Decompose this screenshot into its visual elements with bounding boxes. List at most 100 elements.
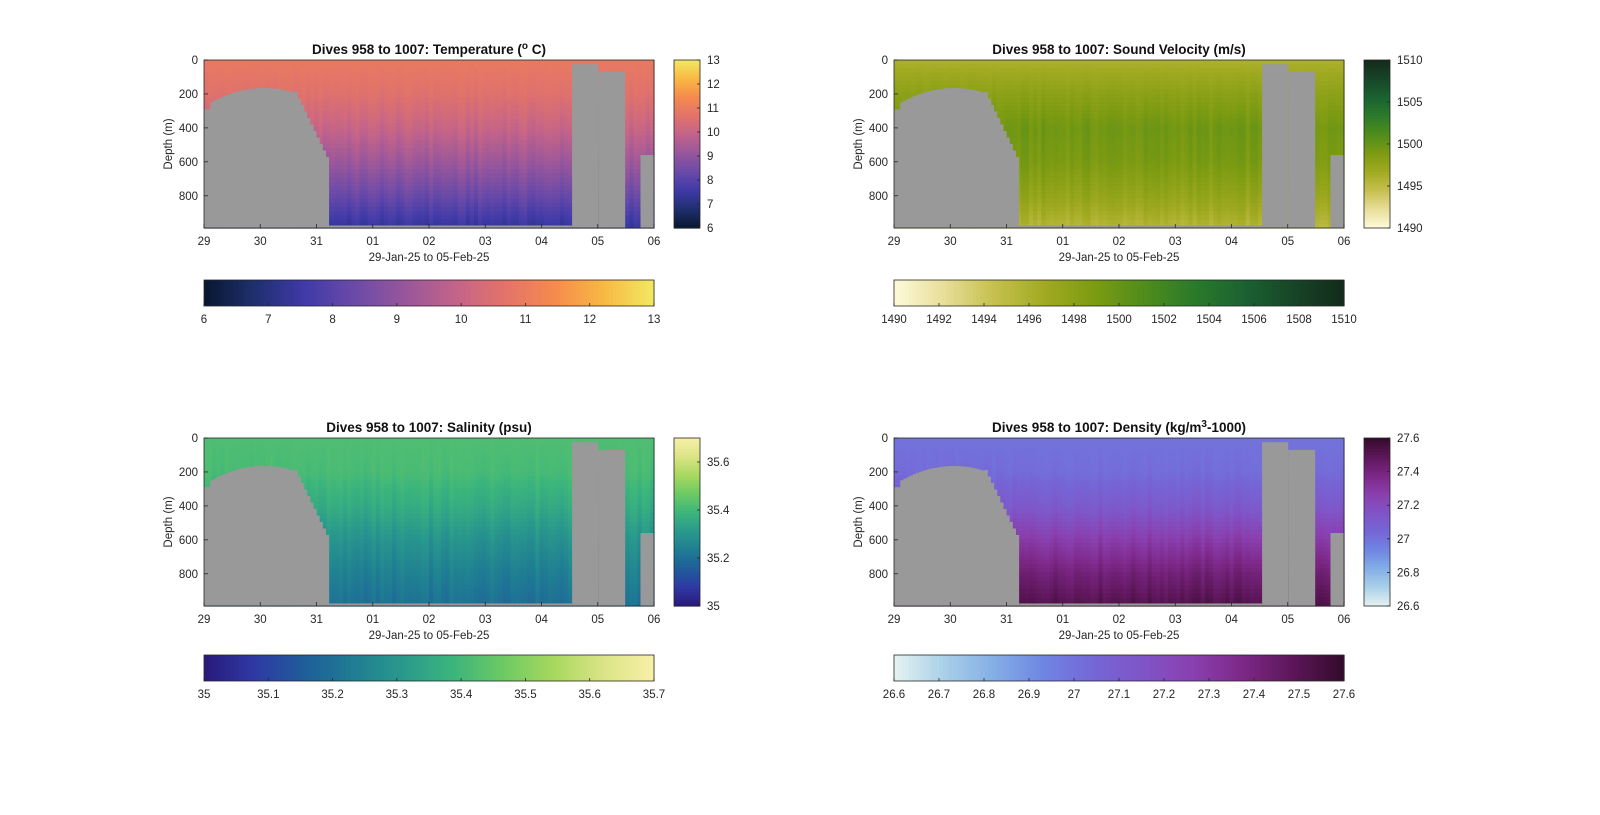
heatmap-cell [400,102,405,107]
heatmap-cell [482,127,487,132]
heatmap-cell [331,73,336,78]
heatmap-cell [454,131,459,136]
heatmap-cell [409,169,414,174]
heatmap-cell [914,89,919,94]
heatmap-cell [290,73,295,78]
heatmap-cell [429,64,434,69]
heatmap-cell [437,73,442,78]
heatmap-cell [425,215,430,220]
heatmap-cell [347,98,352,103]
heatmap-cell [548,173,553,178]
heatmap-cell [269,81,274,86]
colorbar-swatch [545,280,549,306]
heatmap-cell [331,85,336,90]
colorbar-swatch [602,280,606,306]
heatmap-cell [310,81,315,86]
heatmap-cell [634,194,639,199]
heatmap-cell [466,148,471,153]
y-axis-label: Depth (m) [163,118,175,169]
heatmap-cell [515,144,520,149]
heatmap-cell [556,81,561,86]
heatmap-cell [425,60,430,65]
heatmap-cell [339,194,344,199]
heatmap-cell [327,127,332,132]
heatmap-cell [458,64,463,69]
heatmap-cell [388,220,393,225]
heatmap-cell [556,199,561,204]
heatmap-cell [327,140,332,145]
heatmap-cell [327,73,332,78]
heatmap-cell [396,85,401,90]
heatmap-cell [208,85,213,90]
heatmap-cell [445,161,450,166]
colorbar-tick-label: 11 [519,314,531,326]
heatmap-cell [359,157,364,162]
heatmap-cell [466,123,471,128]
heatmap-cell [568,77,573,82]
heatmap-cell [515,152,520,157]
heatmap-cell [646,89,651,94]
heatmap-cell [445,203,450,208]
heatmap-cell [515,85,520,90]
heatmap-cell [229,85,234,90]
heatmap-cell [376,148,381,153]
heatmap-cell [568,110,573,115]
heatmap-cell [466,152,471,157]
heatmap-cell [437,98,442,103]
heatmap-cell [507,60,512,65]
heatmap-cell [564,64,569,69]
heatmap-cell [898,77,903,82]
heatmap-cell [499,85,504,90]
heatmap-cell [539,77,544,82]
heatmap-cell [474,140,479,145]
heatmap-cell [629,127,634,132]
heatmap-cell [359,64,364,69]
heatmap-cell [605,64,610,69]
heatmap-cell [310,119,315,124]
heatmap-cell [548,102,553,107]
heatmap-cell [552,119,557,124]
heatmap-cell [368,182,373,187]
heatmap-cell [441,207,446,212]
heatmap-cell [634,161,639,166]
heatmap-cell [898,81,903,86]
heatmap-cell [351,68,356,73]
heatmap-cell [372,148,377,153]
heatmap-cell [339,152,344,157]
heatmap-cell [347,64,352,69]
heatmap-cell [629,211,634,216]
heatmap-cell [413,173,418,178]
heatmap-cell [482,169,487,174]
heatmap-cell [347,215,352,220]
heatmap-cell [482,152,487,157]
heatmap-cell [376,182,381,187]
heatmap-cell [380,98,385,103]
heatmap-cell [409,81,414,86]
heatmap-cell [544,89,549,94]
colorbar-swatch [395,280,399,306]
heatmap-cell [564,68,569,73]
panel-temperature: Dives 958 to 1007: Temperature (o C)0200… [163,41,720,326]
heatmap-cell [392,94,397,99]
heatmap-cell [482,148,487,153]
heatmap-cell [552,165,557,170]
heatmap-cell [388,81,393,86]
heatmap-cell [409,110,414,115]
heatmap-cell [237,81,242,86]
heatmap-cell [396,211,401,216]
heatmap-cell [634,68,639,73]
heatmap-cell [372,157,377,162]
heatmap-cell [253,81,258,86]
heatmap-cell [388,73,393,78]
heatmap-cell [388,148,393,153]
heatmap-cell [376,165,381,170]
heatmap-cell [548,81,553,86]
heatmap-cell [392,152,397,157]
heatmap-cell [503,123,508,128]
heatmap-cell [511,64,516,69]
colorbar-tick-label: 9 [707,151,713,163]
heatmap-cell [519,182,524,187]
heatmap-cell [364,123,369,128]
heatmap-cell [392,211,397,216]
